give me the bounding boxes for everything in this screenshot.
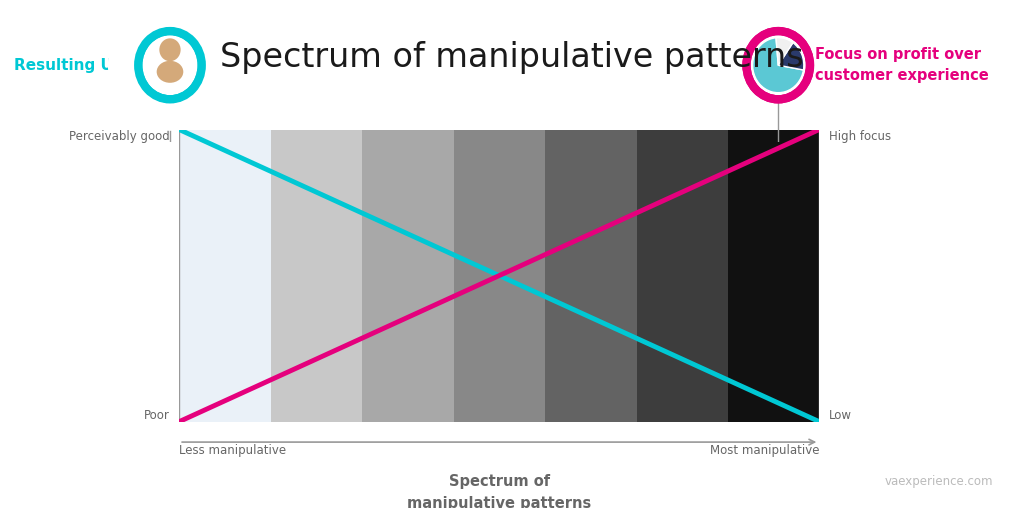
Text: Resulting UX: Resulting UX <box>14 58 125 73</box>
Bar <box>362 130 454 422</box>
Bar <box>545 130 637 422</box>
Text: High focus: High focus <box>828 130 891 143</box>
Bar <box>454 130 545 422</box>
Text: Spectrum of: Spectrum of <box>449 474 550 489</box>
Text: Poor: Poor <box>143 408 170 422</box>
Text: Focus on profit over
customer experience: Focus on profit over customer experience <box>815 47 989 83</box>
Bar <box>270 130 362 422</box>
Text: vaexperience.com: vaexperience.com <box>885 474 993 488</box>
Wedge shape <box>778 43 804 70</box>
Bar <box>637 130 728 422</box>
Text: Perceivably good: Perceivably good <box>69 130 170 143</box>
Text: Less manipulative: Less manipulative <box>179 443 287 457</box>
Wedge shape <box>776 38 793 65</box>
Ellipse shape <box>157 61 183 83</box>
Text: Low: Low <box>828 408 852 422</box>
Text: manipulative patterns: manipulative patterns <box>408 496 591 508</box>
Text: Spectrum of manipulative patterns: Spectrum of manipulative patterns <box>220 41 804 74</box>
Circle shape <box>160 38 180 61</box>
Bar <box>728 130 819 422</box>
Wedge shape <box>753 38 804 92</box>
Text: Most manipulative: Most manipulative <box>710 443 819 457</box>
Circle shape <box>138 31 202 100</box>
Bar <box>179 130 270 422</box>
Circle shape <box>746 31 810 100</box>
